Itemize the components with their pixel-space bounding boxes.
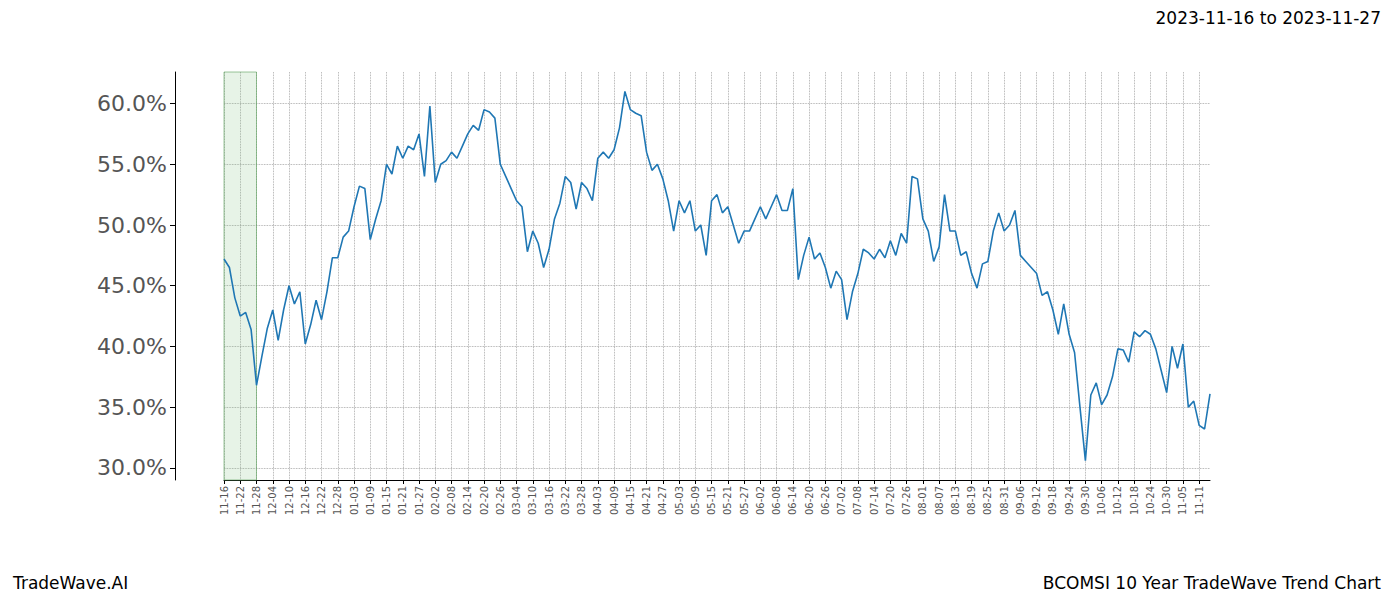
- svg-text:07-26: 07-26: [901, 486, 912, 515]
- svg-text:11-05: 11-05: [1177, 486, 1188, 515]
- svg-text:BCOMSI 10 Year TradeWave Trend: BCOMSI 10 Year TradeWave Trend Chart: [1043, 573, 1382, 593]
- svg-text:08-13: 08-13: [950, 486, 961, 515]
- svg-text:09-06: 09-06: [1015, 486, 1026, 515]
- svg-text:12-22: 12-22: [316, 486, 327, 515]
- svg-text:11-28: 11-28: [251, 486, 262, 515]
- svg-text:12-04: 12-04: [267, 486, 278, 515]
- svg-text:07-02: 07-02: [836, 486, 847, 515]
- svg-text:11-22: 11-22: [235, 486, 246, 515]
- svg-text:02-26: 02-26: [495, 486, 506, 515]
- svg-text:03-04: 03-04: [511, 486, 522, 515]
- svg-text:35.0%: 35.0%: [97, 395, 167, 420]
- svg-text:04-21: 04-21: [641, 486, 652, 515]
- svg-text:07-20: 07-20: [885, 486, 896, 515]
- svg-text:02-08: 02-08: [446, 486, 457, 515]
- svg-text:50.0%: 50.0%: [97, 213, 167, 238]
- svg-text:12-28: 12-28: [332, 486, 343, 515]
- svg-text:12-16: 12-16: [300, 486, 311, 515]
- svg-text:10-30: 10-30: [1161, 486, 1172, 515]
- svg-text:06-14: 06-14: [787, 486, 798, 515]
- svg-text:2023-11-16 to 2023-11-27: 2023-11-16 to 2023-11-27: [1156, 8, 1381, 28]
- svg-text:30.0%: 30.0%: [97, 455, 167, 480]
- svg-text:06-02: 06-02: [755, 486, 766, 515]
- svg-text:06-26: 06-26: [820, 486, 831, 515]
- svg-text:03-28: 03-28: [576, 486, 587, 515]
- svg-text:40.0%: 40.0%: [97, 334, 167, 359]
- svg-text:02-20: 02-20: [479, 486, 490, 515]
- svg-text:45.0%: 45.0%: [97, 273, 167, 298]
- svg-text:09-24: 09-24: [1064, 486, 1075, 515]
- svg-text:10-06: 10-06: [1096, 486, 1107, 515]
- svg-text:02-14: 02-14: [462, 486, 473, 515]
- svg-text:04-03: 04-03: [592, 486, 603, 515]
- svg-text:04-09: 04-09: [609, 486, 620, 515]
- svg-text:07-08: 07-08: [852, 486, 863, 515]
- svg-text:05-15: 05-15: [706, 486, 717, 515]
- svg-text:09-12: 09-12: [1031, 486, 1042, 515]
- svg-text:07-14: 07-14: [869, 486, 880, 515]
- svg-text:TradeWave.AI: TradeWave.AI: [12, 573, 128, 593]
- svg-text:01-03: 01-03: [349, 486, 360, 515]
- svg-text:11-11: 11-11: [1194, 486, 1205, 515]
- svg-text:08-31: 08-31: [999, 486, 1010, 515]
- svg-text:02-02: 02-02: [430, 486, 441, 515]
- svg-text:03-16: 03-16: [544, 486, 555, 515]
- svg-text:03-10: 03-10: [527, 486, 538, 515]
- svg-text:05-03: 05-03: [674, 486, 685, 515]
- svg-text:05-27: 05-27: [739, 486, 750, 515]
- svg-text:01-21: 01-21: [397, 486, 408, 515]
- svg-text:09-18: 09-18: [1047, 486, 1058, 515]
- svg-text:12-10: 12-10: [284, 486, 295, 515]
- svg-text:55.0%: 55.0%: [97, 152, 167, 177]
- svg-text:01-09: 01-09: [365, 486, 376, 515]
- svg-text:60.0%: 60.0%: [97, 91, 167, 116]
- svg-text:10-18: 10-18: [1129, 486, 1140, 515]
- svg-text:08-07: 08-07: [934, 486, 945, 515]
- svg-text:04-15: 04-15: [625, 486, 636, 515]
- svg-text:10-24: 10-24: [1145, 486, 1156, 515]
- svg-text:05-09: 05-09: [690, 486, 701, 515]
- svg-text:06-08: 06-08: [771, 486, 782, 515]
- svg-text:08-01: 08-01: [917, 486, 928, 515]
- svg-text:01-27: 01-27: [414, 486, 425, 515]
- svg-text:10-12: 10-12: [1112, 486, 1123, 515]
- svg-text:09-30: 09-30: [1080, 486, 1091, 515]
- svg-text:08-25: 08-25: [982, 486, 993, 515]
- svg-text:06-20: 06-20: [804, 486, 815, 515]
- svg-text:08-19: 08-19: [966, 486, 977, 515]
- svg-text:01-15: 01-15: [381, 486, 392, 515]
- svg-text:11-16: 11-16: [219, 486, 230, 515]
- svg-text:05-21: 05-21: [722, 486, 733, 515]
- svg-text:03-22: 03-22: [560, 486, 571, 515]
- svg-text:04-27: 04-27: [657, 486, 668, 515]
